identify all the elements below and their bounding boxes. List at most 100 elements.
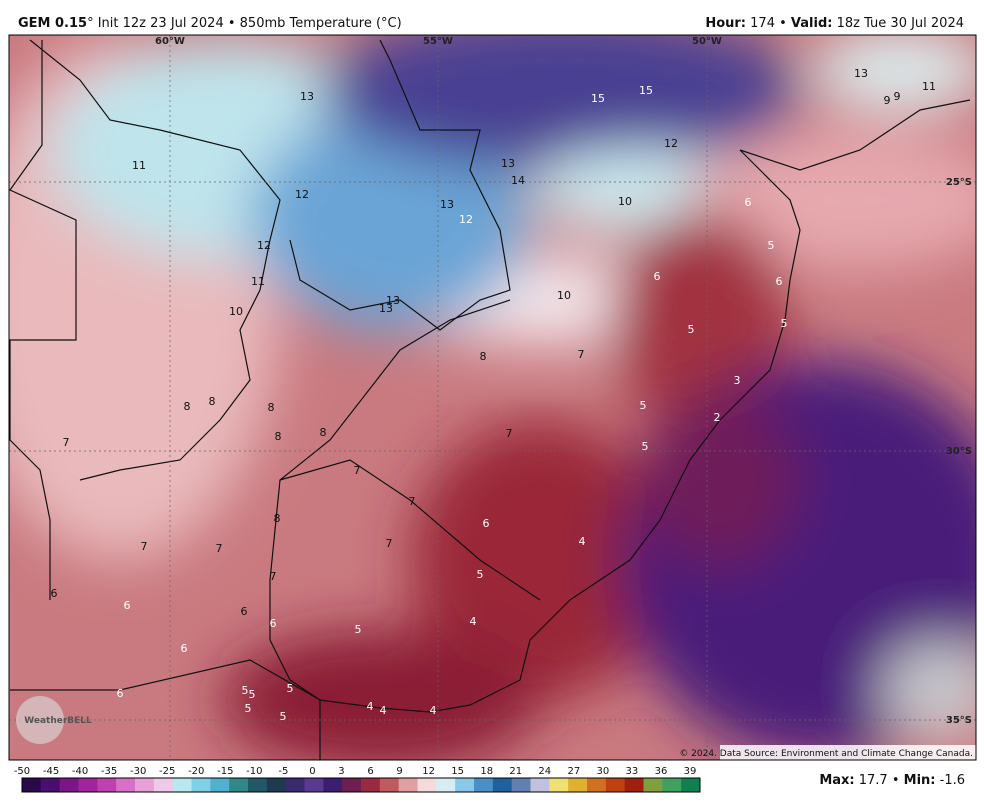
temperature-label: 7 <box>354 464 361 477</box>
longitude-label: 50°W <box>692 36 722 47</box>
temperature-label: 6 <box>241 605 248 618</box>
temperature-label: 4 <box>579 535 586 548</box>
colorbar-swatch <box>116 778 136 792</box>
colorbar-swatch <box>549 778 569 792</box>
temperature-label: 13 <box>379 302 393 315</box>
min: -1.6 <box>936 773 966 788</box>
graticule-lines <box>9 35 976 760</box>
colorbar-swatch <box>229 778 249 792</box>
colorbar-tick-label: 39 <box>684 766 697 777</box>
temperature-label: 6 <box>483 517 490 530</box>
colorbar-tick-label: 21 <box>509 766 522 777</box>
temperature-label: 6 <box>745 196 752 209</box>
temperature-label: 6 <box>181 642 188 655</box>
colorbar-swatch <box>304 778 324 792</box>
colorbar-swatch <box>662 778 682 792</box>
colorbar-swatch <box>492 778 513 792</box>
colorbar-tick-label: 3 <box>338 766 344 777</box>
colorbar-tick-label: 0 <box>309 766 315 777</box>
temperature-label: 12 <box>295 188 309 201</box>
longitude-label: 55°W <box>423 36 453 47</box>
colorbar-tick-label: 18 <box>480 766 493 777</box>
temperature-label: 10 <box>557 289 571 302</box>
temperature-label: 9 <box>884 94 891 107</box>
temperature-label: 3 <box>734 374 741 387</box>
temperature-label: 5 <box>768 239 775 252</box>
colorbar-swatch <box>474 778 494 792</box>
colorbar-tick-label: -35 <box>101 766 117 777</box>
temperature-label: 5 <box>287 682 294 695</box>
colorbar-swatch <box>210 778 230 792</box>
colorbar-tick-label: -50 <box>14 766 30 777</box>
longitude-label: 60°W <box>155 36 185 47</box>
temperature-label: 8 <box>209 395 216 408</box>
temperature-label: 15 <box>591 92 605 105</box>
temperature-label: 5 <box>688 323 695 336</box>
colorbar-tick-label: 33 <box>626 766 639 777</box>
temperature-label: 13 <box>501 157 515 170</box>
temperature-label: 6 <box>776 275 783 288</box>
colorbar-swatch <box>78 778 98 792</box>
map-frame <box>8 34 977 761</box>
colorbar-swatch <box>22 778 42 792</box>
colorbar-tick-label: 30 <box>597 766 610 777</box>
max: 17.7 • <box>855 773 904 788</box>
temperature-label: 8 <box>275 430 282 443</box>
colorbar-swatch <box>398 778 418 792</box>
temperature-label: 5 <box>280 710 287 723</box>
temperature-label: 7 <box>386 537 393 550</box>
temperature-label: 5 <box>640 399 647 412</box>
temperature-label: 7 <box>506 427 513 440</box>
colorbar-swatch <box>342 778 362 792</box>
header-left: GEM 0.15° Init 12z 23 Jul 2024 • 850mb T… <box>18 16 402 31</box>
temperature-label: 6 <box>117 687 124 700</box>
colorbar-tick-label: 6 <box>367 766 373 777</box>
temperature-label: 13 <box>300 90 314 103</box>
temperature-label: 6 <box>124 599 131 612</box>
colorbar-tick-label: -10 <box>246 766 262 777</box>
temperature-label: 5 <box>642 440 649 453</box>
temperature-label: 6 <box>270 617 277 630</box>
colorbar-swatch <box>266 778 287 792</box>
latitude-label: 25°S <box>946 177 972 188</box>
colorbar-swatch <box>436 778 456 792</box>
colorbar-tick-label: 24 <box>538 766 551 777</box>
temperature-label: 4 <box>380 704 387 717</box>
temperature-label: 8 <box>480 350 487 363</box>
hour: 174 • <box>746 16 791 31</box>
colorbar-swatch <box>587 778 607 792</box>
colorbar-swatch <box>40 778 61 792</box>
colorbar-tick-label: -30 <box>130 766 146 777</box>
latitude-label: 35°S <box>946 715 972 726</box>
colorbar-swatch <box>568 778 588 792</box>
valid: 18z Tue 30 Jul 2024 <box>832 16 964 31</box>
temperature-label: 7 <box>63 436 70 449</box>
colorbar-swatch <box>681 778 701 792</box>
colorbar-swatch <box>135 778 155 792</box>
temperature-label: 11 <box>922 80 936 93</box>
colorbar-swatch <box>379 778 400 792</box>
temperature-label: 12 <box>257 239 271 252</box>
temperature-label: 7 <box>141 540 148 553</box>
colorbar-tick-label: 27 <box>567 766 580 777</box>
colorbar-tick-label: 36 <box>655 766 668 777</box>
footer-stats: Max: 17.7 • Min: -1.6 <box>819 773 965 788</box>
colorbar-swatch <box>511 778 531 792</box>
temperature-label: 7 <box>409 495 416 508</box>
temperature-label: 6 <box>51 587 58 600</box>
temperature-label: 8 <box>320 426 327 439</box>
max-label: Max: <box>819 773 854 788</box>
temperature-label: 15 <box>639 84 653 97</box>
colorbar-tick-label: -40 <box>72 766 88 777</box>
temperature-label: 12 <box>459 213 473 226</box>
colorbar-swatch <box>153 778 174 792</box>
model: GEM 0.15 <box>18 16 87 31</box>
colorbar-swatch <box>97 778 117 792</box>
temperature-label: 12 <box>664 137 678 150</box>
temperature-label: 7 <box>578 348 585 361</box>
colorbar-tick-label: -5 <box>278 766 288 777</box>
temperature-label: 2 <box>714 411 721 424</box>
colorbar-swatch <box>285 778 305 792</box>
temperature-label: 5 <box>245 702 252 715</box>
